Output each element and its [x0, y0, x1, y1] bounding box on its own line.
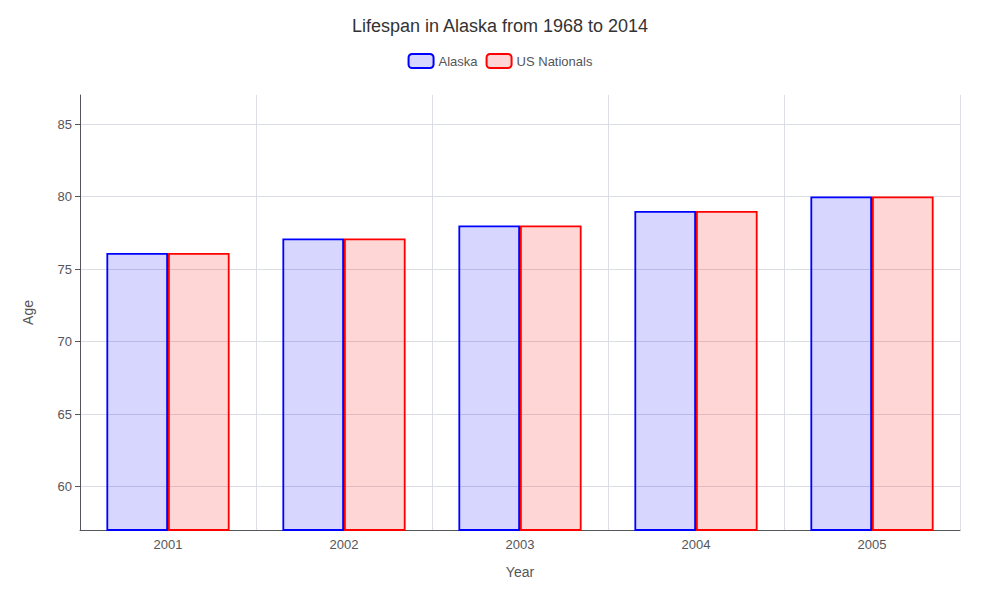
svg-text:US Nationals: US Nationals	[517, 54, 593, 69]
svg-text:70: 70	[58, 334, 72, 349]
svg-text:Age: Age	[20, 300, 36, 325]
svg-text:60: 60	[58, 479, 72, 494]
svg-text:2005: 2005	[858, 537, 887, 552]
svg-text:80: 80	[58, 189, 72, 204]
svg-text:Lifespan in Alaska from 1968 t: Lifespan in Alaska from 1968 to 2014	[352, 16, 648, 36]
svg-text:2001: 2001	[154, 537, 183, 552]
svg-text:85: 85	[58, 117, 72, 132]
svg-text:2004: 2004	[682, 537, 711, 552]
svg-text:65: 65	[58, 407, 72, 422]
svg-text:2002: 2002	[330, 537, 359, 552]
svg-text:Alaska: Alaska	[439, 54, 479, 69]
svg-text:Year: Year	[506, 564, 535, 580]
svg-text:75: 75	[58, 262, 72, 277]
svg-text:2003: 2003	[506, 537, 535, 552]
